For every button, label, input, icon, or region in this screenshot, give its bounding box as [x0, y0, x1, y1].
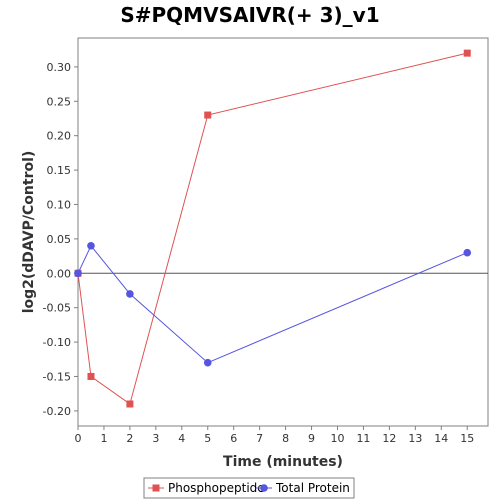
- y-axis-label: log2(dDAVP/Control): [21, 151, 37, 314]
- x-tick-label: 1: [100, 432, 107, 445]
- data-point: [204, 111, 212, 119]
- series-layer: [74, 49, 472, 408]
- x-axis: 0 1 2 3 4 5 6 7 8 9 10 11 12 13 14 15: [75, 426, 474, 445]
- data-point: [126, 400, 134, 408]
- y-tick-label: 0.25: [47, 95, 72, 108]
- legend-box: [143, 477, 355, 499]
- y-tick-label: 0.20: [47, 130, 72, 143]
- x-tick-label: 2: [126, 432, 133, 445]
- x-axis-label: Time (minutes): [223, 454, 343, 470]
- x-tick-label: 0: [75, 432, 82, 445]
- x-tick-label: 9: [308, 432, 315, 445]
- data-point: [463, 49, 471, 57]
- data-point: [126, 290, 134, 298]
- y-tick-label: -0.10: [43, 336, 71, 349]
- plot-area: [77, 37, 489, 427]
- x-tick-label: 13: [408, 432, 422, 445]
- legend-marker: [152, 484, 160, 492]
- x-tick-label: 5: [204, 432, 211, 445]
- chart-title: S#PQMVSAIVR(+ 3)_v1: [120, 3, 379, 27]
- x-tick-label: 3: [152, 432, 159, 445]
- series-total-protein: [74, 241, 472, 367]
- data-point: [74, 269, 82, 278]
- y-tick-label: 0.10: [47, 198, 72, 211]
- data-point: [203, 358, 212, 367]
- legend: Phosphopeptide Total Protein: [143, 477, 355, 499]
- y-tick-label: -0.15: [43, 370, 71, 383]
- legend-item-phosphopeptide: Phosphopeptide: [148, 481, 265, 495]
- y-tick-label: -0.05: [43, 302, 71, 315]
- x-tick-label: 12: [382, 432, 396, 445]
- y-tick-label: -0.20: [43, 405, 71, 418]
- legend-label: Total Protein: [275, 481, 350, 495]
- data-point: [87, 241, 95, 250]
- y-tick-label: 0.00: [47, 267, 72, 280]
- x-tick-label: 8: [282, 432, 289, 445]
- x-tick-label: 14: [434, 432, 448, 445]
- y-tick-label: 0.05: [47, 233, 72, 246]
- y-tick-label: 0.30: [47, 61, 72, 74]
- legend-marker: [260, 484, 268, 492]
- x-tick-label: 7: [256, 432, 263, 445]
- x-tick-label: 11: [356, 432, 370, 445]
- data-point: [87, 372, 95, 380]
- x-tick-label: 15: [460, 432, 474, 445]
- x-tick-label: 6: [230, 432, 237, 445]
- y-tick-label: 0.15: [47, 164, 72, 177]
- x-tick-label: 10: [330, 432, 344, 445]
- legend-item-total-protein: Total Protein: [256, 481, 350, 495]
- y-axis: -0.20 -0.15 -0.10 -0.05 0.00 0.05 0.10 0.15 0.20…: [43, 61, 78, 418]
- legend-label: Phosphopeptide: [168, 481, 265, 495]
- legend-items: Phosphopeptide Total Protein: [148, 481, 350, 495]
- data-point: [463, 248, 472, 257]
- x-tick-label: 4: [178, 432, 185, 445]
